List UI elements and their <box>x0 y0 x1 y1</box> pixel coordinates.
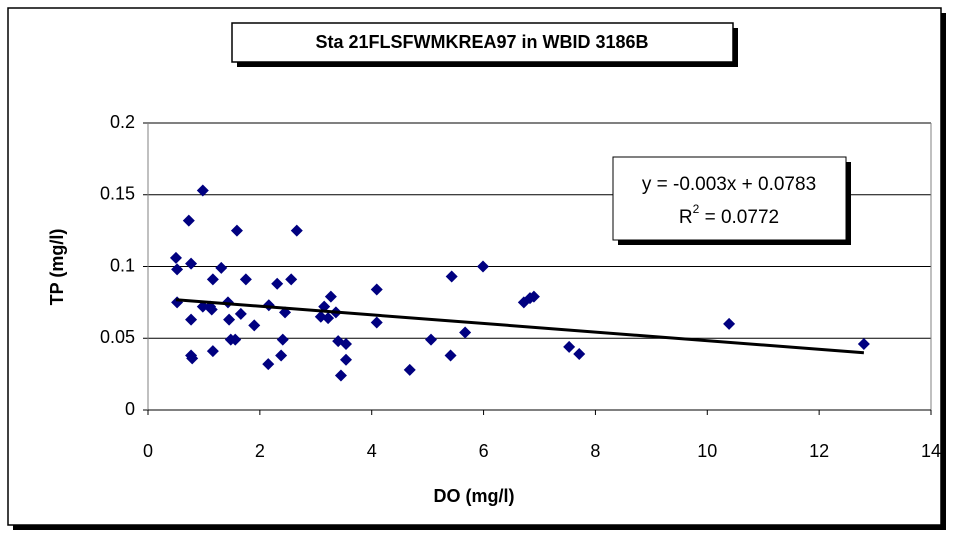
data-point <box>370 283 383 296</box>
data-point <box>445 270 458 283</box>
data-point <box>290 224 303 237</box>
data-point <box>334 369 347 382</box>
data-point <box>370 316 383 329</box>
r2-base: R <box>679 207 693 228</box>
y-tick-label: 0 <box>125 399 135 419</box>
data-point <box>339 353 352 366</box>
x-axis-label: DO (mg/l) <box>434 486 515 506</box>
y-tick-label: 0.2 <box>110 112 135 132</box>
r-squared: R2 = 0.0772 <box>679 202 779 228</box>
data-point <box>276 333 289 346</box>
trendline <box>175 298 865 355</box>
data-point <box>234 307 247 320</box>
data-point <box>248 319 261 332</box>
data-point <box>196 300 209 313</box>
data-point <box>223 313 236 326</box>
data-point <box>205 303 218 316</box>
data-point <box>477 260 490 273</box>
x-tick-label: 6 <box>479 441 489 461</box>
data-point <box>573 348 586 361</box>
data-point <box>563 340 576 353</box>
data-point <box>186 352 199 365</box>
data-point <box>285 273 298 286</box>
x-tick-label: 10 <box>697 441 717 461</box>
title-box <box>231 22 734 63</box>
x-tick-label: 4 <box>367 441 377 461</box>
data-point <box>857 337 870 350</box>
data-point <box>271 277 284 290</box>
x-tick-label: 8 <box>590 441 600 461</box>
data-point <box>444 349 457 362</box>
data-point <box>324 290 337 303</box>
data-point <box>527 290 540 303</box>
data-point <box>169 251 182 264</box>
data-point <box>185 257 198 270</box>
data-point <box>229 333 242 346</box>
data-point <box>230 224 243 237</box>
data-point <box>171 263 184 276</box>
annotation-box <box>612 156 847 241</box>
data-point <box>185 313 198 326</box>
data-point <box>206 345 219 358</box>
r2-exponent: 2 <box>693 202 700 216</box>
data-point <box>182 214 195 227</box>
plot-area: 0 0.05 0.1 0.15 0.2 0 2 4 6 8 10 12 14 <box>100 112 941 461</box>
data-point <box>424 333 437 346</box>
data-point <box>322 312 335 325</box>
x-tick-label: 12 <box>809 441 829 461</box>
data-point <box>215 261 228 274</box>
y-tick-label: 0.05 <box>100 327 135 347</box>
y-axis-label: TP (mg/l) <box>47 229 67 306</box>
chart-title: Sta 21FLSFWMKREA97 in WBID 3186B <box>315 32 648 52</box>
data-point <box>239 273 252 286</box>
data-point <box>459 326 472 339</box>
data-point <box>275 349 288 362</box>
x-tick-label: 0 <box>143 441 153 461</box>
data-point <box>723 317 736 330</box>
data-point <box>206 273 219 286</box>
x-tick-label: 2 <box>255 441 265 461</box>
data-point <box>262 358 275 371</box>
data-point <box>339 337 352 350</box>
trend-equation: y = -0.003x + 0.0783 <box>642 174 816 195</box>
y-tick-label: 0.1 <box>110 255 135 275</box>
y-tick-label: 0.15 <box>100 184 135 204</box>
data-point <box>196 184 209 197</box>
x-tick-label: 14 <box>921 441 941 461</box>
r2-rest: = 0.0772 <box>699 207 779 228</box>
data-point <box>403 363 416 376</box>
